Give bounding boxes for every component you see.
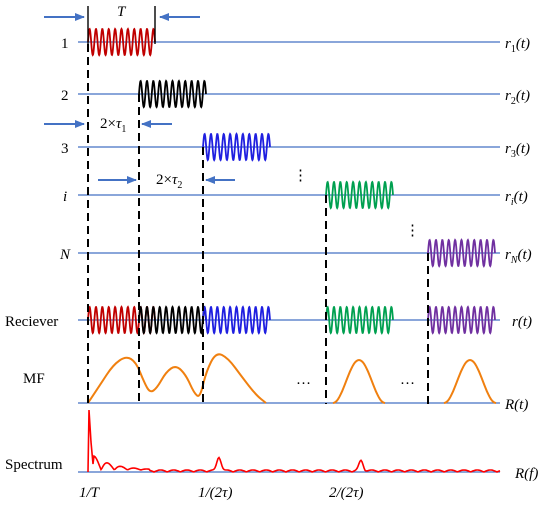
- right-3-sub: 3: [511, 149, 516, 160]
- label-channel-3: 3: [61, 141, 69, 157]
- delay-1-prefix: 2×: [100, 116, 116, 132]
- right-2-sub: 2: [511, 96, 516, 107]
- label-spectrum: Spectrum: [5, 457, 63, 473]
- right-label-receiver: r(t): [512, 314, 532, 330]
- receiver-pulse-n: [427, 305, 496, 335]
- right-1-arg: (t): [516, 36, 530, 52]
- spectrum-curve: [87, 409, 501, 473]
- delay-2-sub: 2: [177, 180, 182, 191]
- spectrum-tick-3: 2/(2τ): [329, 485, 364, 501]
- right-2-main: r: [505, 88, 511, 104]
- right-label-channel-n: rN(t): [505, 247, 532, 266]
- period-label: T: [117, 4, 127, 20]
- delay-2-symbol: τ: [172, 172, 178, 188]
- right-label-channel-3: r3(t): [505, 141, 530, 160]
- right-n-sub: N: [510, 255, 519, 266]
- right-i-main: r: [505, 189, 511, 205]
- timing-dashes: [87, 44, 429, 404]
- ellipsis-vertical-1: ⋮: [293, 168, 308, 184]
- spectrum-tick-2: 1/(2τ): [198, 485, 233, 501]
- right-label-mf: R(t): [504, 397, 528, 413]
- right-1-main: r: [505, 36, 511, 52]
- receiver-pulse-2: [138, 305, 207, 335]
- delay-label-2: 2×τ2: [156, 172, 182, 191]
- delay-2-prefix: 2×: [156, 172, 172, 188]
- right-label-channel-i: ri(t): [505, 189, 528, 208]
- pulse-channel-n: [427, 238, 496, 268]
- label-channel-n: N: [59, 247, 71, 263]
- pulse-waveforms: [87, 27, 496, 335]
- spectrum-tick-1: 1/T: [79, 485, 101, 501]
- delay-label-1: 2×τ1: [100, 116, 126, 135]
- right-2-arg: (t): [516, 88, 530, 104]
- mf-response-curve: [87, 353, 497, 404]
- right-1-sub: 1: [511, 44, 516, 55]
- right-3-main: r: [505, 141, 511, 157]
- right-i-arg: (t): [514, 189, 528, 205]
- delay-1-symbol: τ: [116, 116, 122, 132]
- label-channel-i: i: [63, 189, 67, 205]
- baselines: [78, 41, 500, 473]
- label-channel-1: 1: [61, 36, 69, 52]
- period-marker: [44, 6, 200, 44]
- label-channel-2: 2: [61, 88, 69, 104]
- right-n-arg: (t): [518, 247, 532, 263]
- pulse-channel-i: [325, 180, 394, 210]
- right-label-channel-2: r2(t): [505, 88, 530, 107]
- right-label-spectrum: R(f): [514, 466, 538, 482]
- pulse-channel-2: [138, 79, 207, 109]
- right-label-channel-1: r1(t): [505, 36, 530, 55]
- pulse-channel-1: [87, 27, 156, 57]
- label-receiver: Reciever: [5, 314, 58, 330]
- right-i-sub: i: [511, 197, 514, 208]
- delay-1-sub: 1: [121, 124, 126, 135]
- right-n-main: r: [505, 247, 511, 263]
- receiver-pulse-3: [202, 305, 271, 335]
- right-3-arg: (t): [516, 141, 530, 157]
- pulse-channel-3: [202, 132, 271, 162]
- ellipsis-vertical-2: ⋮: [405, 223, 420, 239]
- receiver-pulse-i: [325, 305, 394, 335]
- ellipsis-horizontal-2: …: [400, 372, 415, 388]
- ellipsis-horizontal-1: …: [296, 372, 311, 388]
- label-mf: MF: [23, 371, 45, 387]
